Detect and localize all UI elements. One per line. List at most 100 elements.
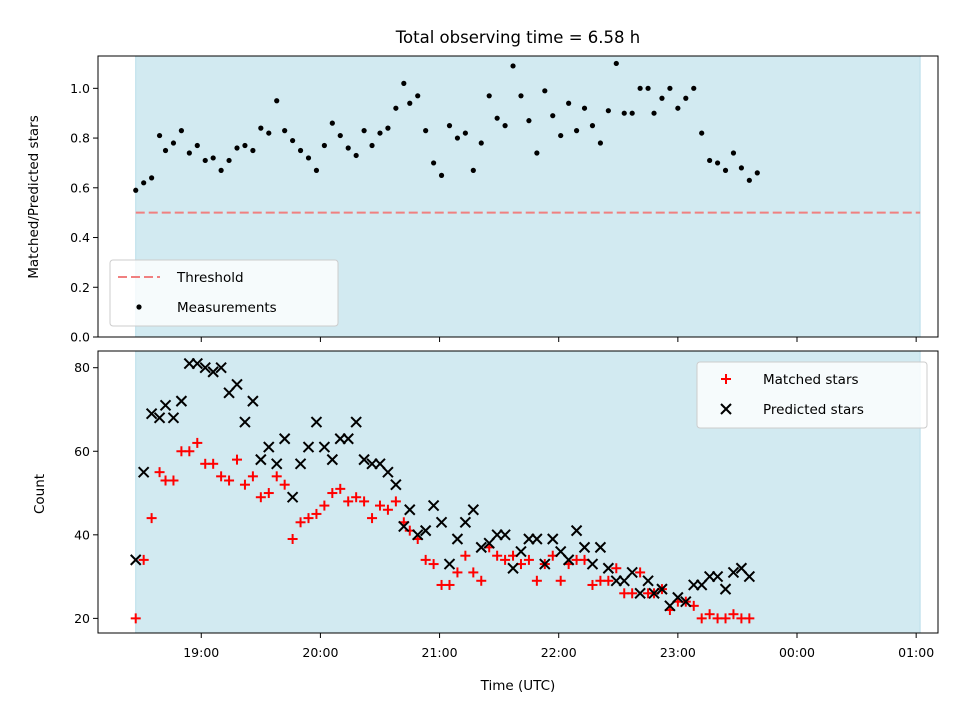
predicted-marker-b (191, 357, 203, 370)
predicted-star-marker (672, 591, 684, 604)
top-y-tick-label: 0.6 (70, 180, 90, 195)
measurement-point (194, 142, 200, 149)
predicted-marker-b (594, 541, 607, 554)
predicted-marker-b (145, 407, 158, 420)
bottom-y-axis-label: Count (32, 474, 48, 514)
bottom-axes-frame (97, 350, 939, 634)
matched-star-marker (130, 613, 141, 624)
legend-measurement-swatch (136, 304, 142, 310)
predicted-marker-b (239, 416, 251, 428)
measurement-point (361, 128, 367, 134)
matched-star-marker (192, 437, 203, 448)
predicted-star-marker (191, 357, 203, 370)
measurement-point (510, 63, 516, 69)
predicted-marker-b (342, 433, 354, 445)
predicted-marker-b (626, 566, 638, 579)
predicted-star-marker (404, 504, 416, 516)
predicted-star-marker (286, 491, 299, 503)
measurement-point (337, 132, 343, 139)
predicted-marker-b (159, 399, 172, 412)
measurement-point (637, 85, 643, 91)
predicted-marker-b (459, 516, 472, 528)
predicted-marker-b (310, 416, 323, 428)
measurement-point (613, 60, 619, 67)
matched-star-marker (138, 554, 149, 565)
measurement-point (651, 110, 657, 116)
measurement-point (282, 128, 288, 134)
measurement-point (218, 167, 224, 173)
predicted-marker-b (515, 545, 527, 558)
predicted-marker-b (390, 478, 402, 491)
matched-star-marker (303, 513, 314, 524)
predicted-star-marker (443, 558, 456, 570)
matched-star-marker (343, 496, 354, 507)
top-y-tick-label: 1.0 (70, 81, 90, 96)
predicted-marker-b (719, 583, 732, 595)
measurement-point (369, 142, 375, 149)
measurement-point (431, 160, 437, 166)
matched-star-marker (744, 613, 755, 624)
predicted-marker-b (382, 466, 394, 478)
matched-star-marker (327, 488, 338, 499)
predicted-star-marker (720, 403, 732, 415)
top-y-tick-label: 0.8 (70, 131, 90, 146)
matched-star-marker (587, 579, 598, 590)
measurement-point (250, 147, 256, 154)
predicted-marker-b (130, 554, 142, 566)
predicted-marker-b (231, 378, 243, 391)
predicted-star-marker (727, 566, 740, 579)
measurement-point (226, 157, 232, 164)
matched-star-marker (287, 534, 298, 544)
measurement-point (345, 145, 351, 151)
predicted-star-marker (570, 524, 583, 537)
predicted-marker-b (404, 504, 416, 516)
predicted-star-marker (634, 587, 646, 600)
predicted-marker-b (175, 395, 188, 407)
measurement-point (258, 125, 264, 131)
measurement-point (156, 132, 163, 139)
predicted-star-marker (247, 395, 259, 407)
matched-star-marker (728, 609, 739, 620)
measurement-point (462, 130, 468, 136)
predicted-marker-b (278, 433, 291, 445)
matched-star-marker (720, 613, 731, 624)
measurement-point (305, 155, 312, 161)
predicted-star-marker (531, 533, 543, 545)
measurement-point (329, 120, 335, 126)
matched-star-marker (476, 575, 487, 586)
predicted-star-marker (215, 362, 227, 374)
matched-star-marker (239, 479, 250, 490)
predicted-star-marker (159, 399, 172, 412)
predicted-marker-b (398, 520, 410, 533)
matched-star-marker (311, 508, 322, 519)
predicted-marker-b (642, 575, 654, 587)
predicted-marker-b (743, 570, 756, 583)
matched-star-marker (255, 492, 266, 503)
matched-star-marker (184, 446, 195, 457)
predicted-marker-b (435, 516, 448, 528)
predicted-star-marker (648, 587, 660, 600)
predicted-marker-b (578, 541, 591, 554)
predicted-marker-b (318, 441, 331, 453)
predicted-marker-b (302, 441, 315, 453)
matched-star-marker (168, 475, 179, 486)
matched-star-marker (247, 471, 258, 482)
legend-predicted-label: Predicted stars (763, 402, 864, 418)
predicted-marker-b (443, 558, 456, 570)
predicted-marker-b (735, 562, 748, 574)
measurement-point (558, 132, 564, 139)
matched-star-marker (319, 500, 330, 511)
predicted-star-marker (656, 583, 668, 595)
matched-star-marker (635, 567, 646, 578)
measurement-point (699, 130, 705, 136)
predicted-marker-b (634, 587, 646, 600)
predicted-marker-b (539, 558, 551, 570)
measurement-point (573, 128, 580, 134)
predicted-star-marker (507, 562, 519, 574)
predicted-star-marker (318, 441, 331, 453)
predicted-marker-b (263, 441, 275, 453)
measurement-point (581, 105, 588, 111)
chart-title: Total observing time = 6.58 h (395, 28, 640, 47)
predicted-star-marker (231, 378, 243, 391)
predicted-marker-b (215, 362, 227, 374)
